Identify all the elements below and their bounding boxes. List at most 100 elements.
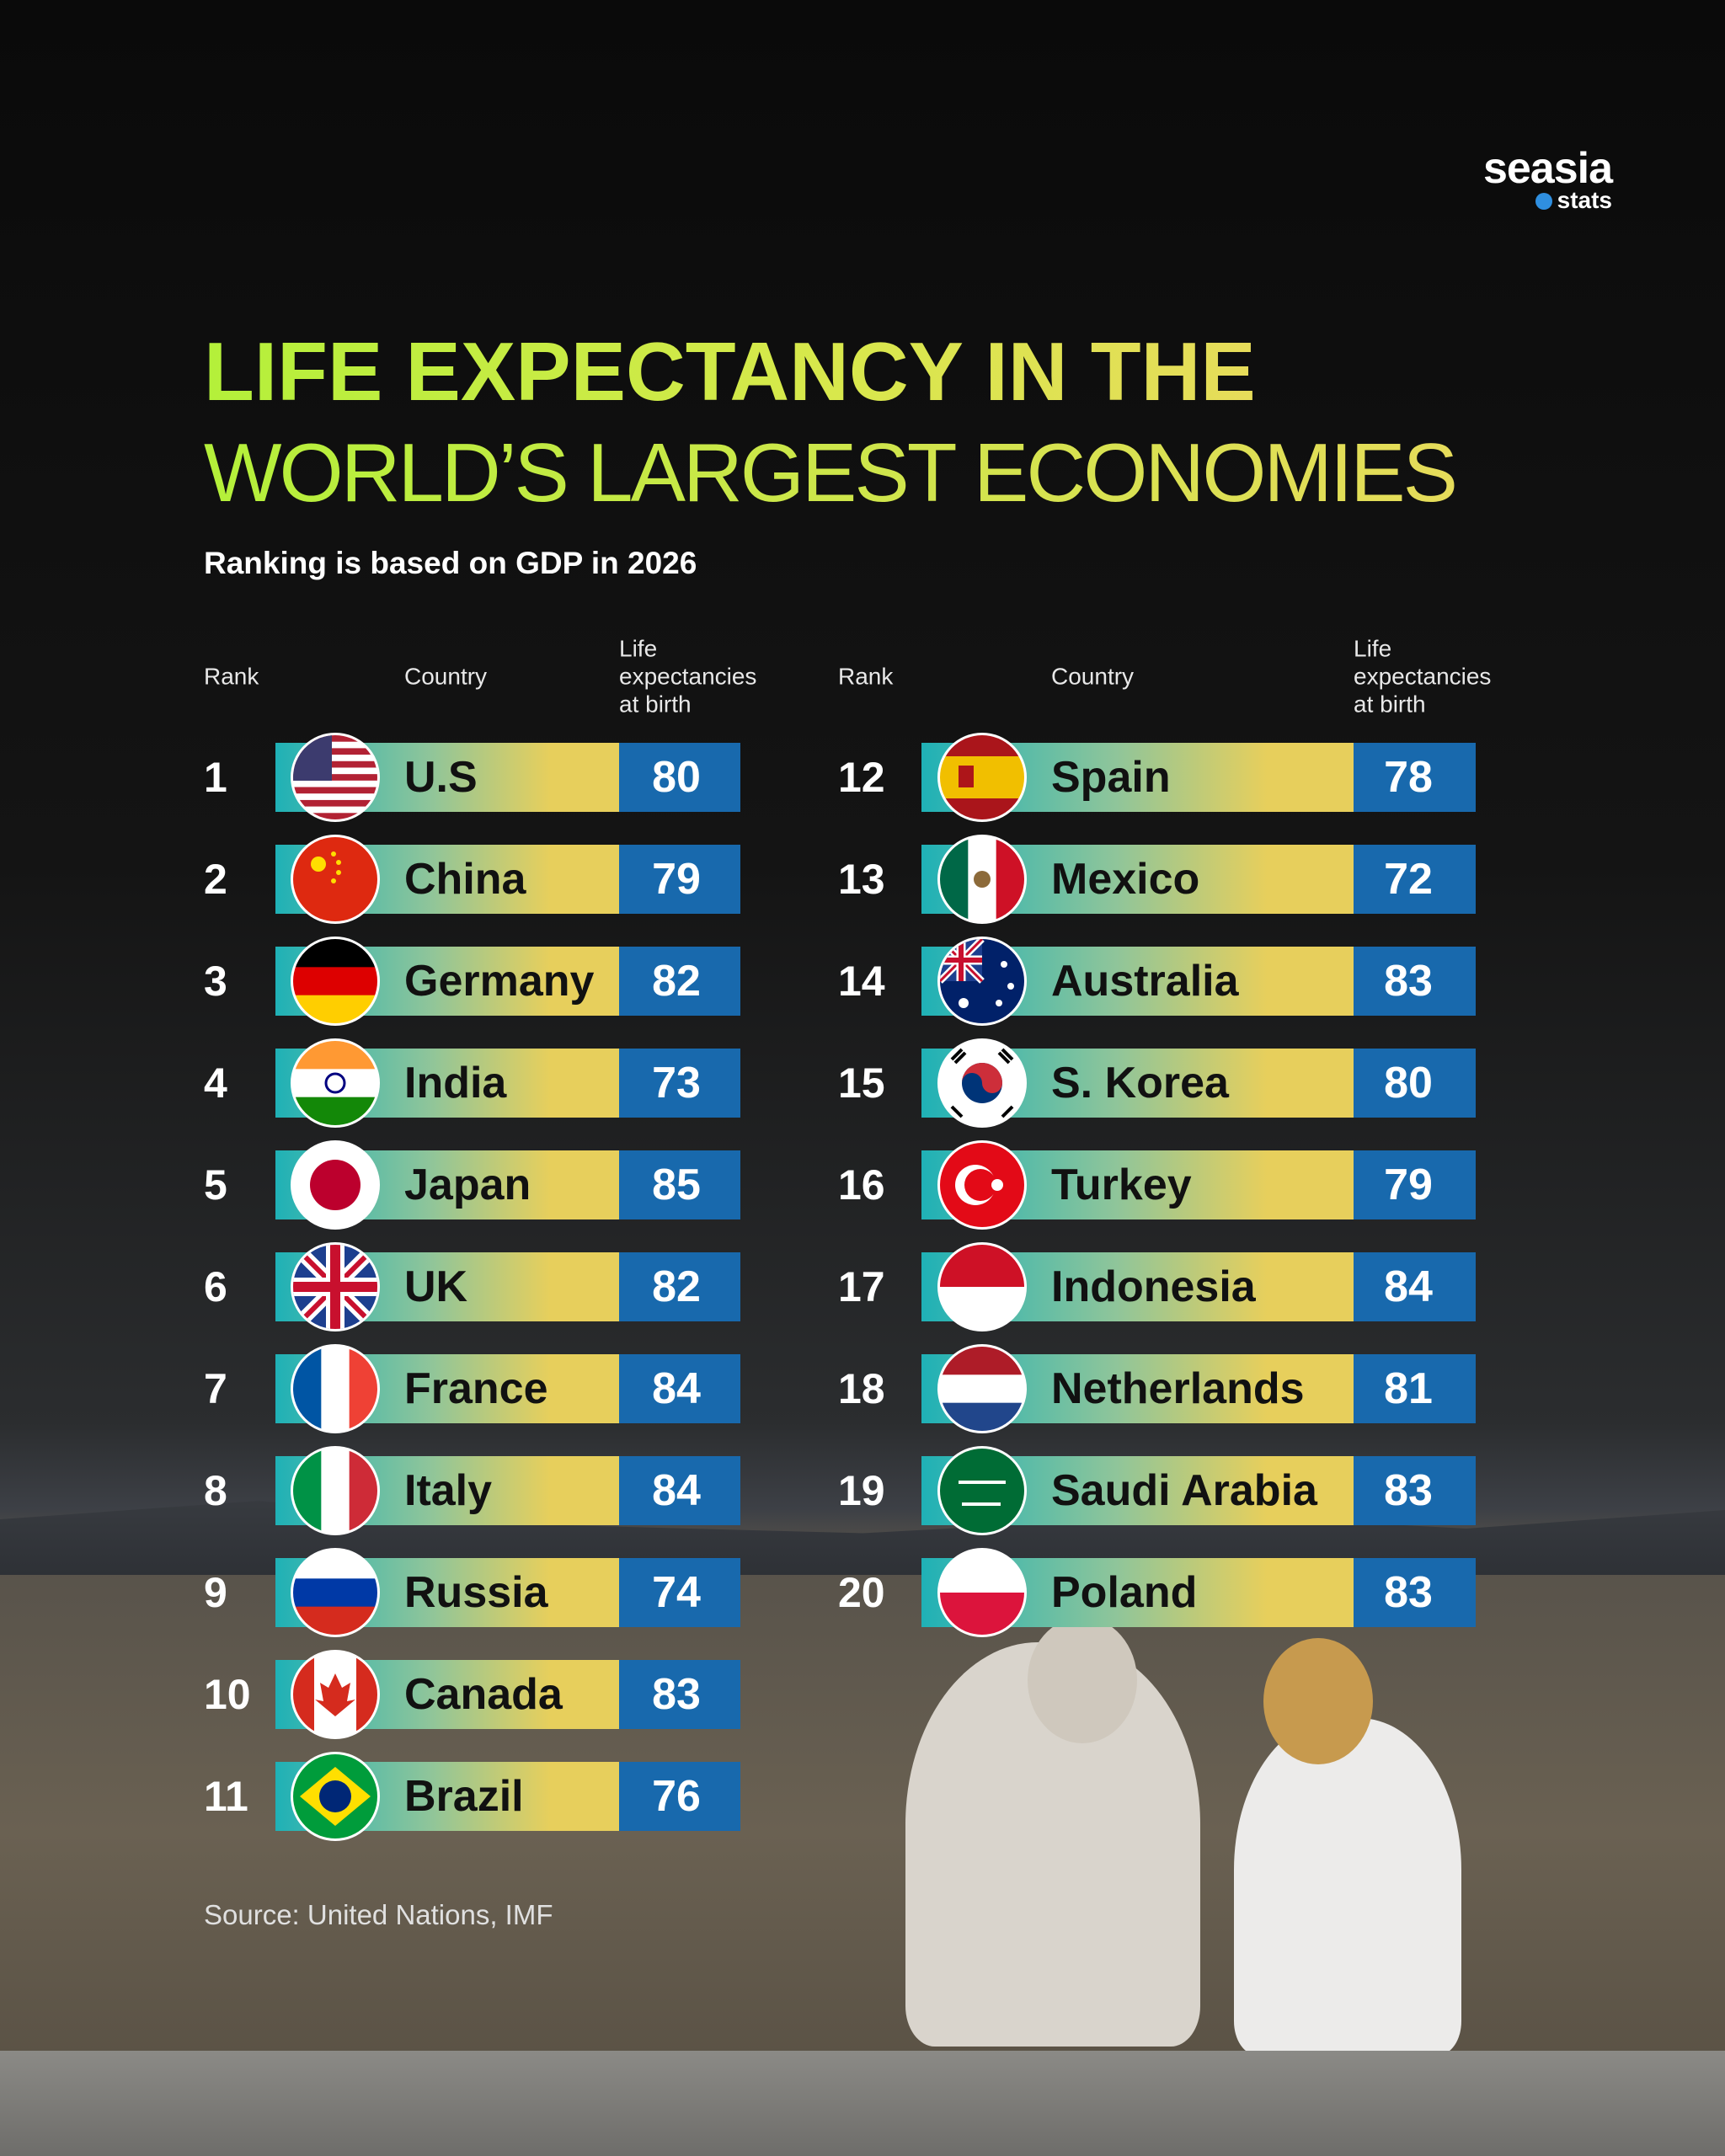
flag	[291, 1038, 380, 1128]
life-expectancy: 79	[652, 855, 701, 904]
life-expectancy: 78	[1384, 753, 1433, 802]
rank: 9	[204, 1569, 227, 1616]
flag-icon	[291, 1752, 380, 1841]
flag	[291, 1344, 380, 1433]
rank: 18	[838, 1365, 885, 1412]
life-expectancy: 85	[652, 1161, 701, 1209]
flag	[937, 1344, 1027, 1433]
flag-icon	[291, 1242, 380, 1331]
flag-icon	[937, 937, 1027, 1026]
life-expectancy: 76	[652, 1772, 701, 1821]
flag-icon	[937, 1242, 1027, 1331]
value-box	[619, 1150, 740, 1219]
column-header: Life expectancies at birth	[1354, 635, 1492, 718]
country: Saudi Arabia	[1051, 1466, 1317, 1515]
person	[1234, 1718, 1461, 2055]
value-box	[1354, 947, 1476, 1016]
rank: 4	[204, 1059, 227, 1107]
column-header: Country	[1051, 663, 1135, 690]
rank: 20	[838, 1569, 885, 1616]
flag-icon	[937, 1446, 1027, 1535]
life-expectancy: 83	[1384, 1466, 1433, 1515]
flag-icon	[291, 1038, 380, 1128]
country: S. Korea	[1051, 1059, 1229, 1107]
value-box	[1354, 1558, 1476, 1627]
rank: 11	[204, 1773, 248, 1820]
country: Netherlands	[1051, 1364, 1305, 1413]
value-box	[619, 845, 740, 914]
flag-icon	[937, 1140, 1027, 1230]
flag	[291, 835, 380, 924]
flag	[937, 733, 1027, 822]
flag-icon	[291, 1650, 380, 1739]
flag	[291, 1446, 380, 1535]
life-expectancy: 83	[1384, 1568, 1433, 1617]
value-box	[1354, 1456, 1476, 1525]
rank: 16	[838, 1161, 885, 1209]
flag	[937, 937, 1027, 1026]
country: Russia	[404, 1568, 548, 1617]
life-expectancy: 82	[652, 957, 701, 1006]
flag	[291, 733, 380, 822]
rank: 3	[204, 958, 227, 1005]
rank: 13	[838, 856, 885, 903]
flag-icon	[291, 1548, 380, 1637]
rank: 6	[204, 1263, 227, 1310]
value-box	[1354, 845, 1476, 914]
flag	[291, 1650, 380, 1739]
flag-icon	[291, 937, 380, 1026]
title: WORLD’S LARGEST ECONOMIES	[204, 426, 1458, 519]
flag	[291, 1140, 380, 1230]
head	[1028, 1617, 1137, 1743]
value-box	[1354, 1150, 1476, 1219]
life-expectancy: 84	[652, 1364, 701, 1413]
value-box	[1354, 1049, 1476, 1118]
rank: 14	[838, 958, 885, 1005]
flag-icon	[291, 835, 380, 924]
life-expectancy: 81	[1384, 1364, 1433, 1413]
column-header: Rank	[838, 663, 894, 690]
rank: 1	[204, 754, 227, 801]
country: Australia	[1051, 957, 1239, 1006]
column-header: Rank	[204, 663, 259, 690]
value-box	[619, 1762, 740, 1831]
flag	[937, 1446, 1027, 1535]
country: Japan	[404, 1161, 531, 1209]
rank: 12	[838, 754, 885, 801]
flag-icon	[291, 1344, 380, 1433]
value-box	[619, 1252, 740, 1321]
life-expectancy: 74	[652, 1568, 701, 1617]
life-expectancy: 80	[652, 753, 701, 802]
rank: 15	[838, 1059, 885, 1107]
life-expectancy: 79	[1384, 1161, 1433, 1209]
flag-icon	[937, 733, 1027, 822]
rank: 5	[204, 1161, 227, 1209]
flag	[291, 1752, 380, 1841]
country: Indonesia	[1051, 1262, 1256, 1311]
country: UK	[404, 1262, 468, 1311]
source: Source: United Nations, IMF	[204, 1899, 553, 1930]
life-expectancy: 72	[1384, 855, 1433, 904]
flag-icon	[291, 1446, 380, 1535]
life-expectancy: 84	[652, 1466, 701, 1515]
subtitle: Ranking is based on GDP in 2026	[204, 546, 697, 580]
country: Mexico	[1051, 855, 1200, 904]
wall	[0, 2051, 1725, 2156]
rank: 19	[838, 1467, 885, 1514]
flag-icon	[937, 1344, 1027, 1433]
value-box	[1354, 743, 1476, 812]
rank: 8	[204, 1467, 227, 1514]
value-box	[619, 1558, 740, 1627]
life-expectancy: 84	[1384, 1262, 1433, 1311]
value-box	[619, 1660, 740, 1729]
column-header: Country	[404, 663, 488, 690]
country: Italy	[404, 1466, 493, 1515]
country: France	[404, 1364, 548, 1413]
flag-icon	[937, 1548, 1027, 1637]
rank: 2	[204, 856, 227, 903]
flag-icon	[937, 1038, 1027, 1128]
value-box	[619, 1049, 740, 1118]
flag	[291, 937, 380, 1026]
value-box	[1354, 1252, 1476, 1321]
title: LIFE EXPECTANCY IN THE	[204, 325, 1256, 418]
